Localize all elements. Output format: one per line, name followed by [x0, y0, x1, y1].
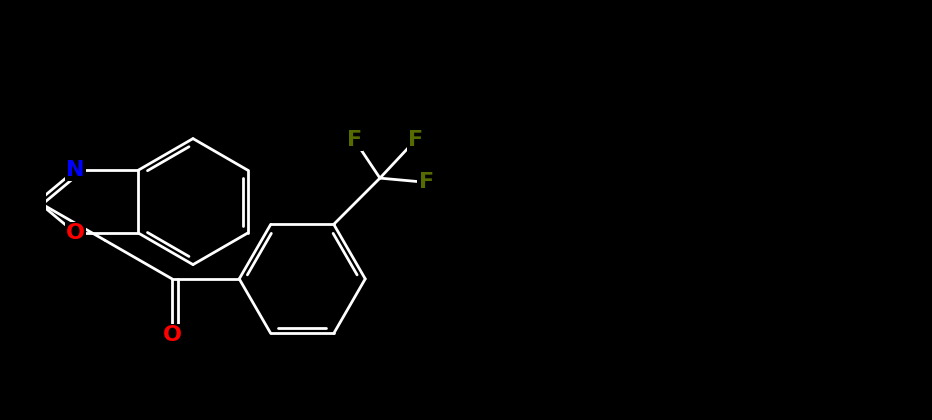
- Text: N: N: [66, 160, 85, 180]
- Text: O: O: [162, 325, 182, 345]
- Text: O: O: [66, 223, 85, 243]
- Text: F: F: [348, 130, 363, 150]
- Text: F: F: [418, 172, 433, 192]
- Text: F: F: [407, 130, 423, 150]
